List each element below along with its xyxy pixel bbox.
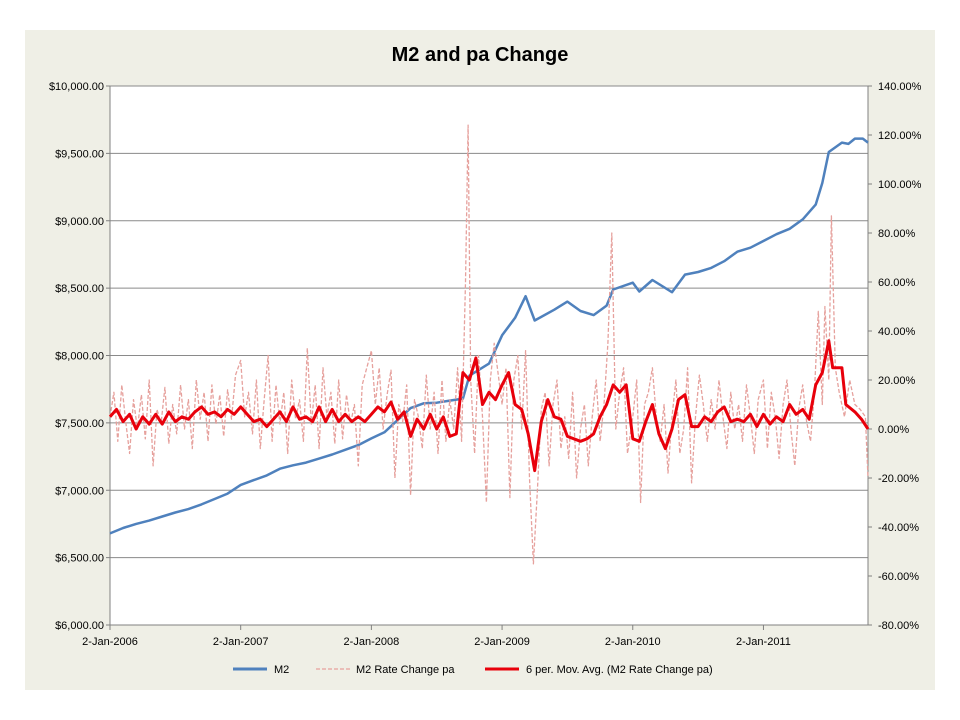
legend-label: M2 Rate Change pa — [356, 664, 455, 676]
x-tick-label: 2-Jan-2009 — [474, 636, 530, 648]
legend-label: 6 per. Mov. Avg. (M2 Rate Change pa) — [526, 664, 713, 676]
y-left-tick-label: $9,000.00 — [55, 216, 104, 228]
y-right-tick-label: 120.00% — [878, 130, 922, 142]
y-right-tick-label: 60.00% — [878, 277, 916, 289]
y-left-tick-label: $7,500.00 — [55, 418, 104, 430]
y-right-tick-label: -40.00% — [878, 522, 919, 534]
y-right-tick-label: 20.00% — [878, 375, 916, 387]
x-tick-label: 2-Jan-2008 — [344, 636, 400, 648]
y-right-tick-label: -60.00% — [878, 571, 919, 583]
series-line-2 — [108, 339, 870, 473]
y-right-tick-label: 80.00% — [878, 228, 916, 240]
y-right-tick-label: 40.00% — [878, 326, 916, 338]
y-right-tick-label: -20.00% — [878, 473, 919, 485]
series-line-0 — [109, 137, 869, 535]
legend-label: M2 — [274, 664, 289, 676]
x-tick-label: 2-Jan-2010 — [605, 636, 661, 648]
y-left-tick-label: $8,000.00 — [55, 351, 104, 363]
x-tick-label: 2-Jan-2011 — [736, 636, 791, 648]
y-right-tick-label: 140.00% — [878, 81, 922, 93]
x-tick-label: 2-Jan-2006 — [82, 636, 138, 648]
y-left-tick-label: $8,500.00 — [55, 283, 104, 295]
x-tick-label: 2-Jan-2007 — [213, 636, 269, 648]
y-left-tick-label: $6,500.00 — [55, 553, 104, 565]
y-left-tick-label: $10,000.00 — [49, 81, 104, 93]
y-left-tick-label: $6,000.00 — [55, 620, 104, 632]
series-line-1 — [109, 124, 869, 565]
y-left-tick-label: $7,000.00 — [55, 485, 104, 497]
y-right-tick-label: 0.00% — [878, 424, 909, 436]
y-left-tick-label: $9,500.00 — [55, 148, 104, 160]
y-right-tick-label: -80.00% — [878, 620, 919, 632]
chart-title: M2 and pa Change — [391, 44, 569, 66]
y-right-tick-label: 100.00% — [878, 179, 922, 191]
